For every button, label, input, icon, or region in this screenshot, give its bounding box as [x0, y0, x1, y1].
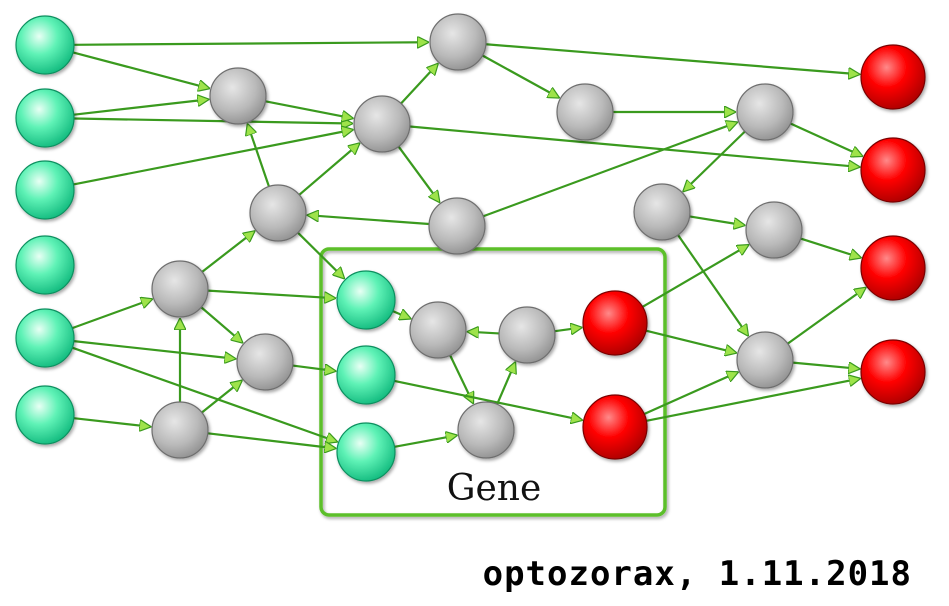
- output-node-o3: [860, 235, 926, 301]
- edge-h1-h9: [481, 54, 559, 98]
- edge-i1-h1: [73, 42, 428, 45]
- output-node-r2: [582, 394, 648, 460]
- hidden-node-h10: [736, 83, 794, 141]
- input-node-i1: [15, 15, 75, 75]
- edge-i6-h8: [73, 417, 150, 426]
- edge-i2-h2: [73, 99, 208, 116]
- hidden-node-h1: [429, 13, 487, 71]
- edge-r1-h12: [642, 245, 748, 308]
- hidden-node-h6: [151, 260, 209, 318]
- edge-h4-h2: [248, 124, 270, 187]
- edge-h6-h4: [201, 231, 254, 273]
- output-node-o2: [860, 137, 926, 203]
- gene-box: [319, 247, 667, 517]
- edge-r1-h13: [645, 329, 736, 353]
- hidden-node-h8: [151, 401, 209, 459]
- input-node-i2: [15, 88, 75, 148]
- edge-h4-h3: [298, 144, 359, 196]
- edge-h4-g1: [297, 231, 344, 279]
- hidden-node-g4: [409, 301, 467, 359]
- hidden-node-h7: [236, 333, 294, 391]
- edge-g3-g6: [394, 435, 457, 448]
- edge-h2-h3: [265, 100, 352, 118]
- edge-i5-h7: [73, 340, 235, 359]
- hidden-node-g5: [498, 306, 556, 364]
- hidden-node-g6: [457, 401, 515, 459]
- edge-h12-o3: [800, 237, 861, 258]
- edge-g5-g4: [468, 332, 500, 334]
- nodes-layer: [15, 13, 926, 482]
- edge-h3-o2: [409, 125, 859, 167]
- hidden-node-h12: [745, 201, 803, 259]
- edge-g5-r1: [554, 328, 582, 332]
- edge-h7-g2: [292, 366, 335, 371]
- edge-i5-g3: [71, 346, 336, 442]
- hidden-node-h9: [556, 83, 614, 141]
- edge-g6-g5: [496, 363, 515, 405]
- output-node-r1: [582, 290, 648, 356]
- edge-h3-h5: [397, 145, 440, 202]
- hidden-node-h3: [353, 95, 411, 153]
- gene-label: Gene: [447, 468, 542, 509]
- edge-h8-h7: [201, 381, 242, 414]
- input-node-i3: [15, 160, 75, 220]
- edge-h1-o1: [485, 43, 859, 74]
- edge-r2-o4: [646, 379, 859, 422]
- edge-r2-h13: [643, 372, 737, 415]
- output-node-o1: [860, 44, 926, 110]
- edge-h13-o3: [787, 288, 866, 345]
- hidden-node-h5: [428, 197, 486, 255]
- input-node-g2: [336, 345, 396, 405]
- edge-h10-h11: [684, 130, 746, 192]
- edge-h11-h13: [677, 234, 748, 335]
- edge-i2-h3: [73, 119, 352, 124]
- edge-i1-h2: [72, 51, 209, 88]
- edge-g1-g4: [392, 311, 411, 318]
- input-node-i6: [15, 385, 75, 445]
- edge-i5-h6: [71, 299, 152, 330]
- hidden-node-h2: [209, 67, 267, 125]
- output-node-o4: [860, 339, 926, 405]
- signature: optozorax, 1.11.2018: [483, 554, 912, 594]
- edge-h11-h12: [689, 215, 745, 225]
- edge-h5-h4: [308, 215, 430, 226]
- edge-g2-r2: [394, 379, 581, 420]
- edge-i3-h3: [73, 130, 352, 186]
- edge-h6-g1: [207, 289, 335, 299]
- hidden-node-h4: [249, 184, 307, 242]
- edge-h13-o4: [792, 361, 859, 369]
- hidden-node-h11: [633, 183, 691, 241]
- edges-layer: [71, 42, 866, 448]
- edge-h5-h10: [482, 122, 737, 218]
- edge-h6-h7: [200, 306, 242, 342]
- input-node-g1: [336, 270, 396, 330]
- edge-g4-g6: [449, 354, 473, 403]
- edge-h10-o2: [790, 122, 863, 156]
- input-node-i4: [15, 235, 75, 295]
- edge-h3-h1: [400, 64, 438, 105]
- input-node-i5: [15, 308, 75, 368]
- edge-h8-g3: [207, 432, 335, 448]
- input-node-g3: [336, 422, 396, 482]
- hidden-node-h13: [736, 331, 794, 389]
